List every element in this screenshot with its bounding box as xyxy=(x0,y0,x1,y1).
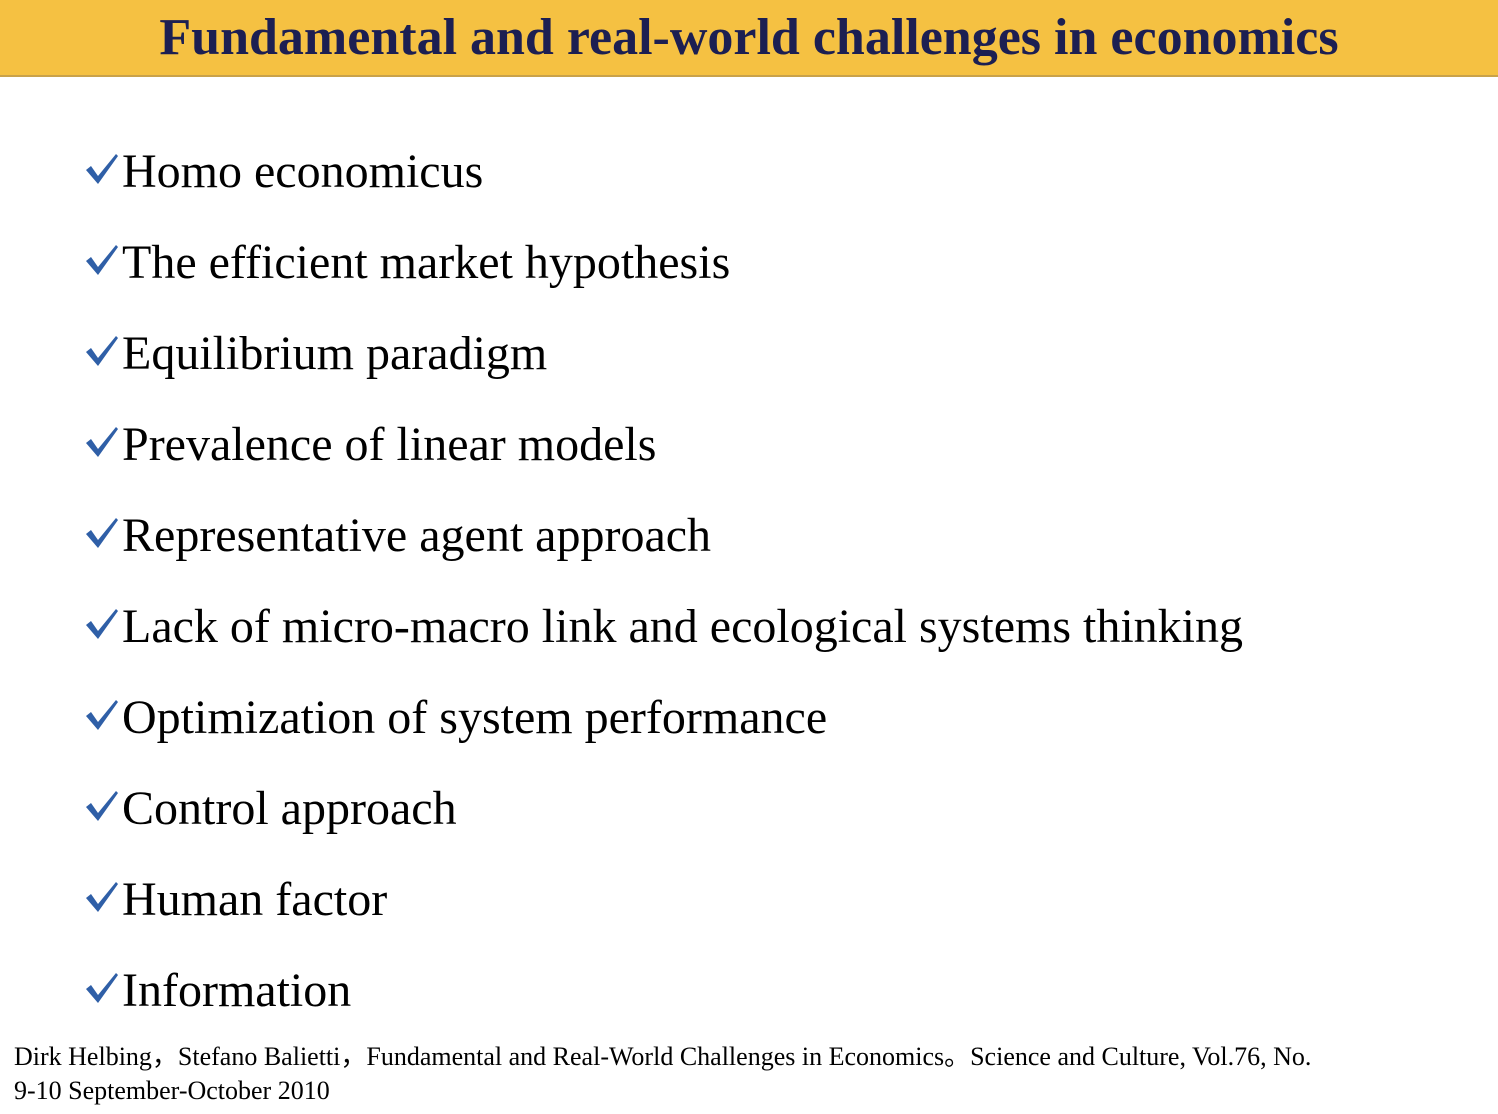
citation-line-2: 9-10 September-October 2010 xyxy=(14,1076,330,1105)
list-item: Information xyxy=(84,961,1243,1052)
list-item-text: Information xyxy=(122,964,352,1017)
list-item: Homo economicus xyxy=(84,142,1243,233)
list-item: Representative agent approach xyxy=(84,506,1243,597)
list-item: Human factor xyxy=(84,870,1243,961)
list-item: Equilibrium paradigm xyxy=(84,324,1243,415)
list-item-text: Homo economicus xyxy=(122,145,484,198)
checkmark-icon xyxy=(84,870,122,930)
checkmark-icon xyxy=(84,233,122,293)
list-item-text: Optimization of system performance xyxy=(122,691,828,744)
challenge-list: Homo economicus The efficient market hyp… xyxy=(84,142,1243,1052)
list-item-text: Lack of micro-macro link and ecological … xyxy=(122,600,1244,653)
list-item-text: Prevalence of linear models xyxy=(122,418,657,471)
checkmark-icon xyxy=(84,142,122,202)
title-bar: Fundamental and real-world challenges in… xyxy=(0,0,1498,77)
list-item: Prevalence of linear models xyxy=(84,415,1243,506)
checkmark-icon xyxy=(84,324,122,384)
list-item-text: Representative agent approach xyxy=(122,509,712,562)
list-item-text: Control approach xyxy=(122,782,457,835)
checkmark-icon xyxy=(84,688,122,748)
list-item-text: Human factor xyxy=(122,873,388,926)
list-item-text: The efficient market hypothesis xyxy=(122,236,731,289)
list-item: Optimization of system performance xyxy=(84,688,1243,779)
slide-title: Fundamental and real-world challenges in… xyxy=(159,9,1339,66)
list-item-text: Equilibrium paradigm xyxy=(122,327,548,380)
list-item: Lack of micro-macro link and ecological … xyxy=(84,597,1243,688)
checkmark-icon xyxy=(84,779,122,839)
list-item: The efficient market hypothesis xyxy=(84,233,1243,324)
checkmark-icon xyxy=(84,506,122,566)
citation-line-1: Dirk Helbing，Stefano Balietti，Fundamenta… xyxy=(14,1042,1312,1071)
checkmark-icon xyxy=(84,961,122,1021)
checkmark-icon xyxy=(84,597,122,657)
checkmark-icon xyxy=(84,415,122,475)
citation: Dirk Helbing，Stefano Balietti，Fundamenta… xyxy=(14,1040,1494,1108)
list-item: Control approach xyxy=(84,779,1243,870)
